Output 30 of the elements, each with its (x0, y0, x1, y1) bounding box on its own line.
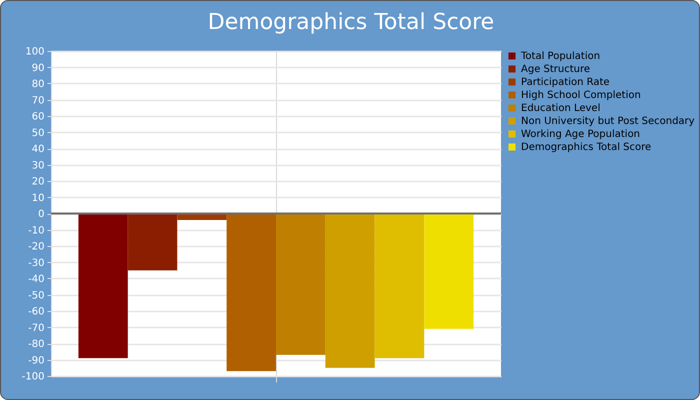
y-tick-label: 100 (25, 46, 44, 58)
legend-label: High School Completion (521, 90, 641, 101)
y-tick-label: 80 (32, 79, 44, 90)
y-tick-label: -90 (28, 355, 44, 366)
legend-label: Non University but Post Secondary (521, 116, 695, 127)
y-tick-label: -40 (28, 274, 44, 285)
y-tick-label: -30 (28, 258, 44, 269)
y-tick-label: -10 (28, 225, 44, 236)
y-tick-label: -80 (28, 339, 44, 350)
y-tick-label: 0 (38, 209, 44, 220)
y-tick-label: 30 (32, 160, 44, 172)
legend-label: Working Age Population (521, 129, 640, 140)
y-tick-label: 40 (32, 144, 44, 155)
y-tick-label: -60 (28, 306, 44, 318)
legend-label: Demographics Total Score (521, 142, 652, 153)
legend-label: Age Structure (521, 64, 590, 75)
legend-label: Participation Rate (521, 77, 610, 88)
y-tick-label: 90 (32, 62, 44, 74)
legend-label: Total Population (520, 51, 600, 62)
y-tick-label: 60 (32, 112, 44, 122)
y-tick-label: 50 (32, 128, 44, 139)
y-tick-label: 20 (32, 176, 44, 188)
y-tick-label: -50 (28, 290, 44, 302)
y-tick-label: -20 (28, 242, 44, 252)
chart-title: Demographics Total Score (208, 10, 494, 35)
y-tick-label: 70 (32, 95, 44, 106)
legend-label: Education Level (521, 103, 600, 114)
y-tick-label: 10 (32, 192, 44, 204)
y-tick-label: -100 (22, 372, 44, 382)
y-tick-label: -70 (28, 322, 44, 334)
